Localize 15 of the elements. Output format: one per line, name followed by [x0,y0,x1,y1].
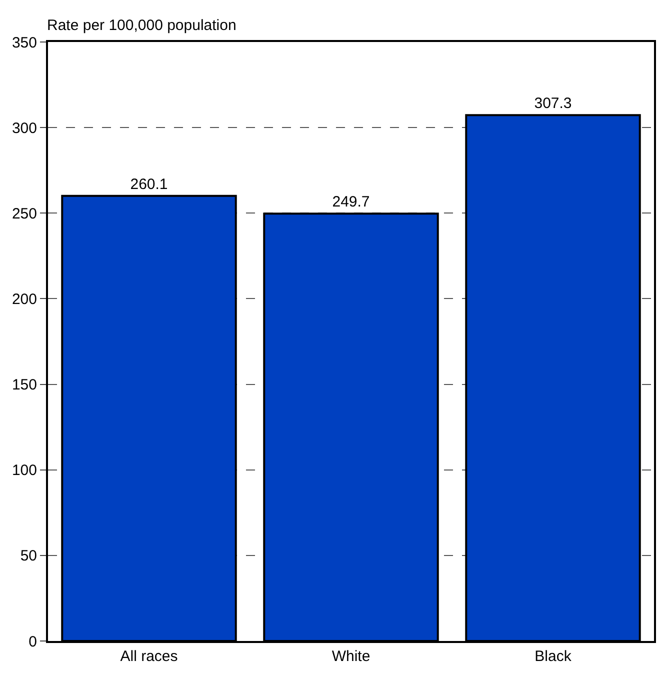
x-tick-label: White [332,648,370,665]
y-axis-title: Rate per 100,000 population [47,17,236,34]
y-tick-label: 150 [12,376,37,394]
y-tick-label: 50 [20,548,37,565]
data-label: 307.3 [534,95,572,112]
y-tick-label: 350 [12,34,37,52]
data-label: 260.1 [130,176,168,193]
data-label: 249.7 [332,194,370,211]
y-tick-label: 100 [12,462,37,480]
x-tick-label: Black [534,648,572,665]
y-tick-label: 300 [12,120,37,137]
y-tick-label: 200 [12,290,37,308]
x-tick-label: All races [120,648,178,665]
y-tick-label: 250 [12,205,37,222]
y-tick-label: 0 [28,633,37,650]
